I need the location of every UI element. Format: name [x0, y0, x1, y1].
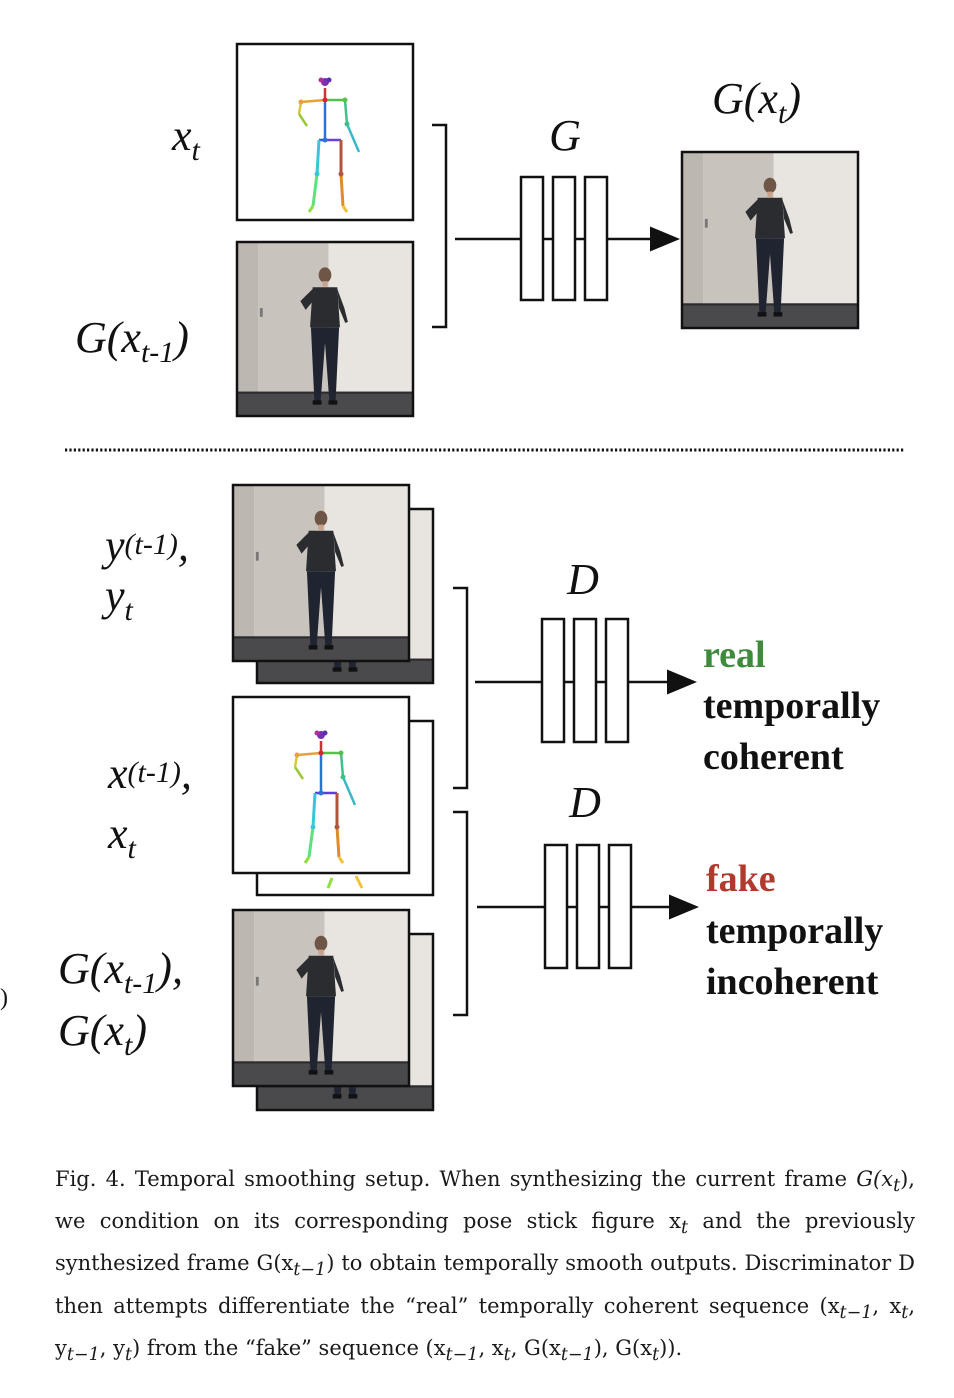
caption-sub: t — [681, 1218, 689, 1239]
caption-text: ), G(x — [593, 1335, 653, 1360]
discriminator-label-1: D — [566, 555, 599, 604]
fake-desc-2: incoherent — [706, 961, 879, 1003]
caption-sub: t — [652, 1344, 660, 1365]
caption-text: ) to obtain temporally smooth outputs. D… — [55, 1251, 915, 1318]
input-bracket — [432, 123, 448, 329]
caption-fig-label: Fig. 4. — [55, 1167, 126, 1191]
discriminator-block-icon-1 — [540, 617, 630, 744]
caption-sub: t — [893, 1176, 901, 1197]
stray-paren: ) — [0, 985, 8, 1011]
caption-text: , x — [478, 1335, 504, 1360]
pose-pair-label-2: xt — [107, 809, 137, 865]
fake-pair-label-2: G(xt) — [58, 1006, 147, 1062]
temporal-smoothing-diagram: xt — [0, 42, 905, 1112]
real-pair-label-1: y(t-1), — [101, 521, 189, 570]
caption-sub: t−1 — [839, 1302, 873, 1323]
figure-caption: Fig. 4. Temporal smoothing setup. When s… — [55, 1162, 915, 1373]
real-frame-stack — [231, 483, 435, 685]
caption-sub: t−1 — [293, 1260, 327, 1281]
pose-stick-figure-icon — [297, 77, 361, 213]
discriminator-label-2: D — [568, 778, 601, 827]
caption-text: )). — [659, 1335, 683, 1360]
caption-sub: t — [901, 1302, 909, 1323]
real-desc-1: temporally — [703, 685, 880, 727]
caption-text: Temporal smoothing setup. When synthesiz… — [134, 1167, 848, 1191]
caption-text: and the previously synthesized frame G(x — [55, 1209, 915, 1276]
previous-frame-photo — [235, 240, 415, 418]
pose-pair-label-1: x(t-1), — [107, 749, 192, 798]
pose-stick-figure-icon-2 — [293, 730, 357, 864]
caption-sub: t−1 — [560, 1344, 594, 1365]
caption-sub: t — [503, 1344, 511, 1365]
pose-frame-stack — [231, 695, 435, 897]
real-desc-2: coherent — [703, 736, 844, 778]
xt-label: xt — [171, 111, 201, 167]
fake-desc-1: temporally — [706, 910, 883, 952]
caption-text: , x — [872, 1293, 902, 1318]
output-frame-photo — [680, 150, 860, 330]
fake-pair-label-1: G(xt-1), — [58, 944, 183, 1000]
caption-text: ), we condition on its corresponding pos… — [55, 1167, 915, 1234]
caption-sub: t−1 — [66, 1344, 100, 1365]
bottom-section: y(t-1), yt x(t-1), xt G(xt-1), G(xt) ) — [0, 483, 883, 1112]
caption-sub: t — [124, 1344, 132, 1365]
real-bracket — [453, 586, 469, 790]
caption-text: , y — [55, 1293, 915, 1360]
real-label: real — [703, 634, 766, 676]
caption-text: ) from the “fake” sequence (x — [131, 1335, 446, 1360]
output-label: G(xt) — [712, 74, 801, 130]
caption-text: , y — [99, 1335, 125, 1360]
fake-label: fake — [706, 858, 776, 900]
caption-sub: t−1 — [445, 1344, 479, 1365]
caption-text: , G(x — [510, 1335, 561, 1360]
generator-block-icon — [519, 175, 609, 302]
fake-bracket — [453, 810, 469, 1017]
g-prev-label: G(xt-1) — [75, 313, 189, 369]
generator-label: G — [549, 111, 581, 160]
caption-math: G(x — [856, 1167, 894, 1191]
fake-frame-stack — [231, 908, 435, 1112]
real-pair-label-2: yt — [101, 571, 134, 627]
discriminator-block-icon-2 — [543, 843, 633, 970]
top-section: xt — [75, 42, 860, 418]
